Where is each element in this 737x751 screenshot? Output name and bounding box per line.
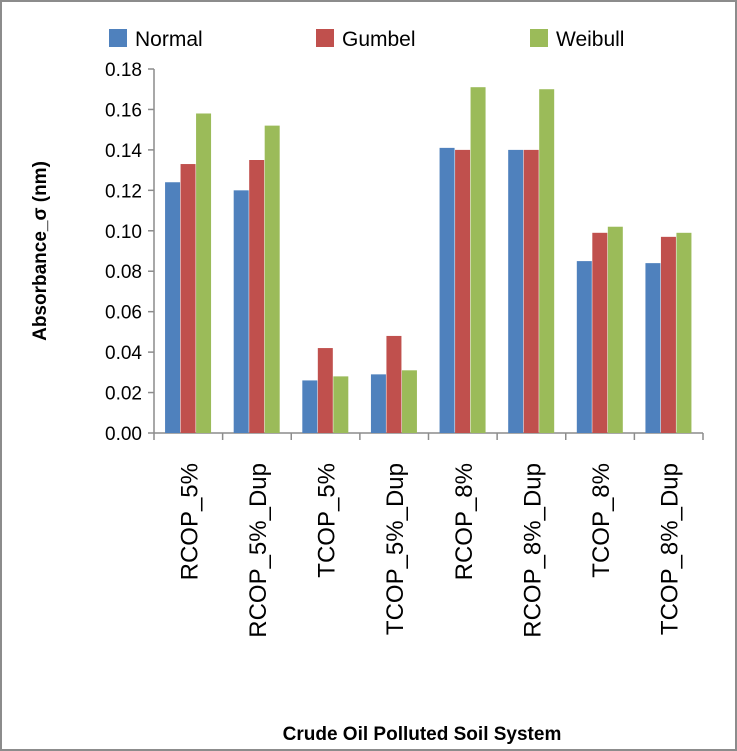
y-tick-label: 0.16: [105, 100, 142, 121]
x-category-label: TCOP_8%_Dup: [657, 463, 684, 635]
bar-normal-6: [508, 149, 524, 433]
legend-label-weibull: Weibull: [556, 28, 624, 51]
y-tick-label: 0.04: [105, 343, 142, 364]
bar-normal-4: [370, 374, 386, 433]
bar-normal-3: [302, 380, 318, 433]
x-category-label: RCOP_8%_Dup: [519, 463, 546, 638]
x-category-label: RCOP_5%_Dup: [245, 463, 272, 638]
bar-normal-1: [165, 182, 181, 433]
legend: Normal Gumbel Weibull: [109, 28, 624, 51]
bar-weibull-8: [676, 232, 692, 433]
bar-gumbel-3: [317, 348, 333, 433]
bar-weibull-5: [470, 87, 486, 433]
y-tick-label: 0.14: [105, 141, 142, 162]
bar-weibull-3: [333, 376, 349, 433]
x-axis-title: Crude Oil Polluted Soil System: [283, 724, 562, 745]
bar-normal-2: [233, 190, 249, 433]
y-axis: 0.00 0.02 0.04 0.06 0.08 0.10 0.12 0.14 0.16 0.18: [105, 60, 155, 445]
y-tick-label: 0.12: [105, 181, 142, 202]
bar-gumbel-1: [180, 164, 196, 434]
bar-weibull-1: [196, 113, 212, 433]
legend-swatch-weibull: [530, 29, 548, 47]
bar-gumbel-7: [592, 232, 608, 433]
x-category-label: TCOP_8%: [588, 463, 615, 578]
x-axis: RCOP_5% RCOP_5%_Dup TCOP_5% TCOP_5%_Dup RCOP…: [153, 432, 704, 638]
x-category-label: RCOP_5%: [176, 463, 203, 580]
bar-gumbel-5: [455, 149, 471, 433]
y-tick-label: 0.06: [105, 303, 142, 324]
x-category-label: RCOP_8%: [451, 463, 478, 580]
legend-label-normal: Normal: [135, 28, 203, 51]
x-category-label: TCOP_5%: [314, 463, 341, 578]
y-axis-title: Absorbance_σ (nm): [30, 161, 51, 341]
y-tick-label: 0.08: [105, 262, 142, 283]
bar-gumbel-4: [386, 335, 402, 433]
bar-gumbel-6: [523, 149, 539, 433]
legend-swatch-normal: [109, 29, 127, 47]
y-tick-label: 0.02: [105, 384, 142, 405]
y-tick-label: 0.18: [105, 60, 142, 81]
bar-weibull-6: [539, 89, 555, 433]
y-tick-label: 0.00: [105, 424, 142, 445]
bar-weibull-4: [401, 370, 417, 433]
bar-gumbel-8: [660, 236, 676, 433]
bar-weibull-2: [264, 125, 280, 433]
x-category-label: TCOP_5%_Dup: [382, 463, 409, 635]
bar-weibull-7: [607, 226, 623, 433]
bar-normal-8: [645, 263, 661, 433]
bars: [165, 87, 692, 434]
bar-normal-7: [576, 261, 592, 433]
legend-label-gumbel: Gumbel: [342, 28, 416, 51]
bar-normal-5: [439, 147, 455, 433]
legend-swatch-gumbel: [316, 29, 334, 47]
y-tick-label: 0.10: [105, 222, 142, 243]
bar-gumbel-2: [249, 160, 265, 433]
